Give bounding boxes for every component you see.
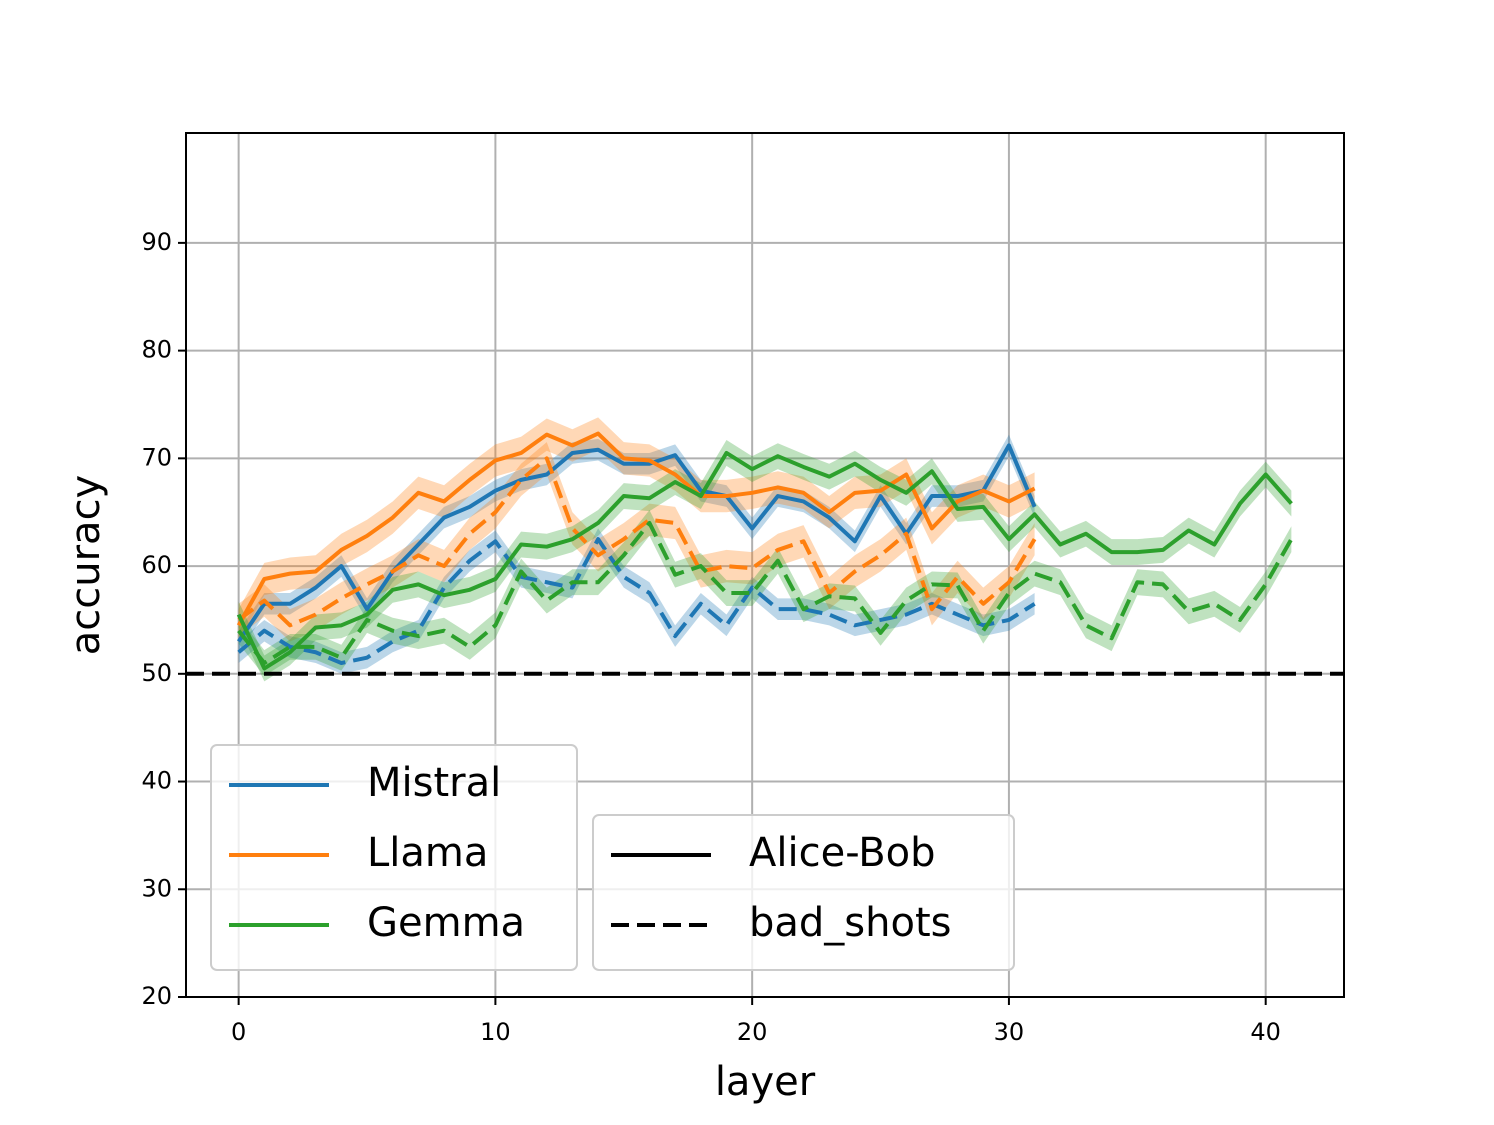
series-line	[236, 450, 1293, 671]
y-tick-label: 90	[141, 228, 172, 256]
legend-label: Llama	[367, 830, 488, 876]
series-line	[236, 443, 1037, 643]
legend-label: Alice-Bob	[749, 830, 936, 876]
y-tick-label: 50	[141, 659, 172, 687]
confidence-band	[238, 510, 1292, 676]
legend-box	[210, 744, 578, 971]
series-line	[237, 520, 1294, 666]
x-tick-label: 30	[994, 1018, 1025, 1046]
axes-frame	[185, 132, 1345, 998]
y-tick-label: 60	[141, 551, 172, 579]
y-tick-label: 20	[141, 982, 172, 1010]
y-tick-label: 40	[141, 767, 172, 795]
x-tick-label: 40	[1250, 1018, 1281, 1046]
y-axis-label: accuracy	[63, 475, 109, 655]
series-line	[237, 537, 1036, 666]
y-tick-label: 80	[141, 336, 172, 364]
x-tick-label: 10	[480, 1018, 511, 1046]
x-tick-label: 20	[737, 1018, 768, 1046]
confidence-band	[238, 528, 1035, 674]
legend-label: Gemma	[367, 900, 525, 946]
y-tick-label: 30	[141, 874, 172, 902]
legend-label: bad_shots	[749, 900, 951, 946]
x-tick-label: 0	[231, 1018, 246, 1046]
legend-label: Mistral	[367, 760, 501, 806]
x-axis-label: layer	[715, 1059, 816, 1105]
y-tick-label: 70	[141, 443, 172, 471]
series-line	[237, 456, 1037, 628]
plot-area	[236, 417, 1294, 682]
series-line	[236, 431, 1036, 627]
